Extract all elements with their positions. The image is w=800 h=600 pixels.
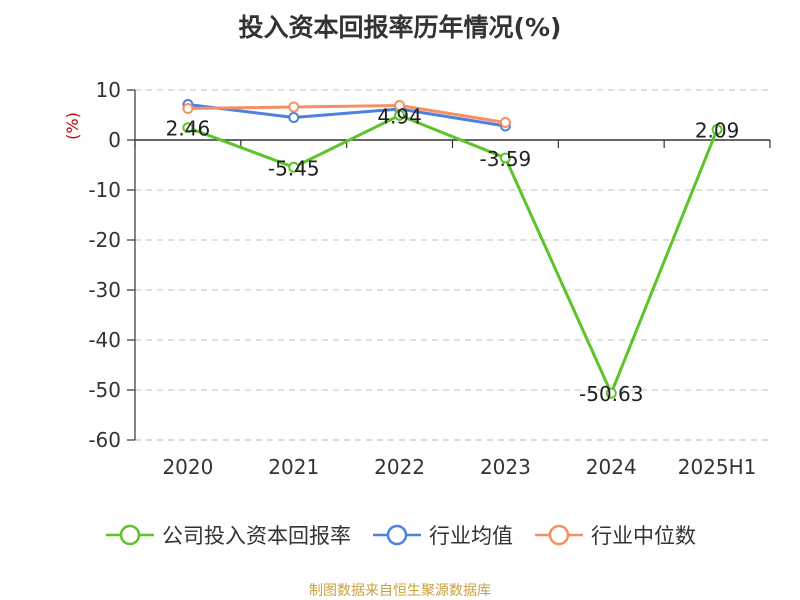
series-point-0 [394, 109, 406, 121]
legend-label: 行业均值 [429, 524, 513, 548]
series-point-0 [605, 387, 617, 399]
series-point-2 [499, 117, 511, 128]
x-tick-label: 2022 [374, 455, 425, 479]
data-label: -3.59 [480, 147, 532, 171]
x-tick-label: 2024 [586, 455, 637, 479]
legend-marker-icon [106, 524, 154, 546]
x-tick-label: 2020 [162, 455, 213, 479]
y-axis-unit-label: (%) [63, 112, 82, 140]
y-tick-label: -30 [88, 278, 121, 302]
data-label: -50.63 [579, 382, 643, 406]
y-tick-label: -20 [88, 228, 121, 252]
series-point-0 [182, 122, 194, 134]
legend-marker-icon [373, 524, 421, 546]
x-tick-label: 2025H1 [678, 455, 757, 479]
series-line-1 [187, 103, 506, 128]
data-label: 2.46 [166, 117, 211, 141]
data-label: -5.45 [268, 156, 320, 180]
legend-item-2[interactable]: 行业中位数 [533, 520, 696, 550]
y-tick-label: -60 [88, 428, 121, 452]
series-point-2 [288, 101, 300, 113]
series-point-1 [288, 112, 300, 123]
series-point-2 [182, 103, 194, 114]
chart-title: 投入资本回报率历年情况(%) [238, 13, 562, 42]
data-label: 4.94 [377, 104, 422, 128]
y-tick-label: 10 [96, 78, 121, 102]
y-tick-label: 0 [108, 128, 121, 152]
x-tick-label: 2023 [480, 455, 531, 479]
y-tick-label: -10 [88, 178, 121, 202]
legend-label: 行业中位数 [591, 524, 696, 548]
chart-legend: 公司投入资本回报率 行业均值 行业中位数 [0, 520, 800, 550]
series-point-0 [288, 161, 300, 173]
y-tick-label: -40 [88, 328, 121, 352]
y-tick-label: -50 [88, 378, 121, 402]
series-line-2 [187, 104, 506, 124]
legend-item-1[interactable]: 行业均值 [371, 520, 513, 550]
data-label: 2.09 [695, 119, 740, 143]
series-point-0 [499, 152, 511, 164]
series-line-0 [187, 113, 719, 395]
x-tick-label: 2021 [268, 455, 319, 479]
legend-marker-icon [535, 524, 583, 546]
series-point-0 [711, 124, 723, 136]
legend-item-0[interactable]: 公司投入资本回报率 [104, 520, 351, 550]
legend-label: 公司投入资本回报率 [162, 524, 351, 548]
source-note: 制图数据来自恒生聚源数据库 [309, 583, 491, 599]
